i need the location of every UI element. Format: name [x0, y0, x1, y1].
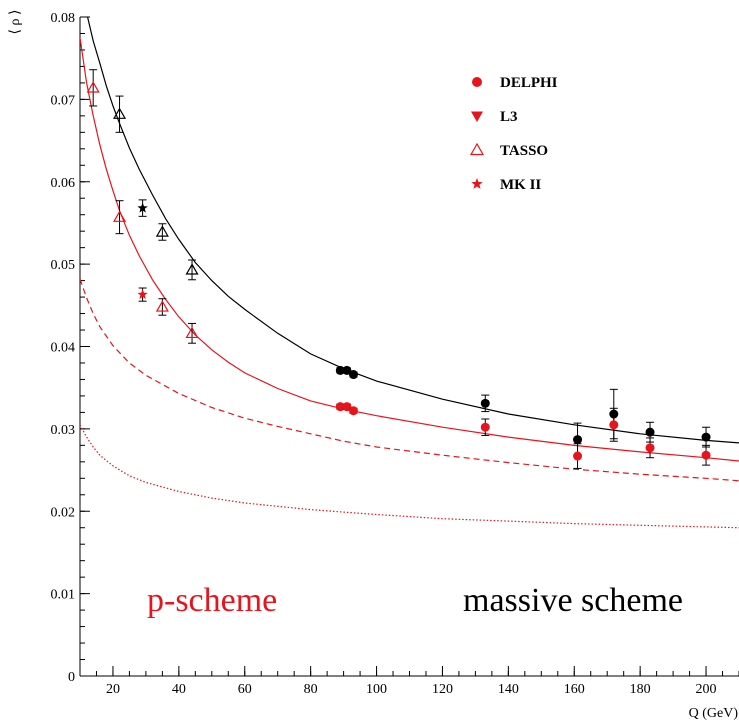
x-tick-label: 200: [696, 682, 717, 697]
filled-circle-marker: [480, 398, 490, 408]
star-marker: [137, 289, 148, 300]
filled-circle-marker: [645, 427, 655, 437]
fit-curves: [80, 17, 739, 529]
x-tick-label: 20: [106, 682, 120, 697]
axes: 0 0.01 0.02 0.03 0.04 0.05 0.06 0.07 0.08 20 40 60 8…: [51, 11, 739, 697]
y-axis-label: ⟨ ρ ⟩: [8, 10, 23, 35]
y-tick-label: 0.04: [51, 341, 76, 356]
filled-circle-marker: [701, 432, 711, 442]
fit-curve-dotted: [80, 424, 739, 529]
x-tick-label: 80: [304, 682, 318, 697]
star-marker: [137, 202, 148, 213]
y-tick-label: 0.02: [51, 505, 76, 520]
x-tick-label: 160: [564, 682, 585, 697]
p-scheme-annotation: p-scheme: [147, 582, 277, 619]
fit-curve-solid: [80, 37, 739, 462]
x-tick-label: 60: [238, 682, 252, 697]
y-tick-label: 0.01: [51, 588, 76, 603]
filled-circle-marker: [645, 443, 655, 453]
filled-circle-marker: [701, 450, 711, 460]
filled-circle-marker: [342, 402, 352, 412]
open-triangle-marker: [185, 326, 199, 339]
y-tick-label: 0.06: [51, 176, 76, 191]
y-tick-label: 0.03: [51, 423, 76, 438]
filled-circle-marker: [573, 435, 583, 445]
filled-circle-marker: [348, 370, 358, 380]
x-tick-label: 180: [630, 682, 651, 697]
star-marker: [471, 178, 483, 189]
x-tick-label: 140: [498, 682, 519, 697]
legend-label: DELPHI: [500, 75, 558, 91]
filled-circle-marker: [573, 451, 583, 461]
data-points: [86, 69, 711, 469]
filled-triangle-marker: [471, 111, 483, 122]
x-axis-label: Q (GeV): [689, 706, 739, 720]
open-triangle-marker: [469, 142, 485, 156]
open-triangle-marker: [185, 263, 199, 275]
open-triangle-marker: [86, 81, 100, 93]
x-tick-label: 100: [366, 682, 387, 697]
legend-label: MK II: [500, 177, 541, 193]
y-tick-label: 0.07: [51, 93, 76, 108]
filled-circle-marker: [480, 422, 490, 432]
open-triangle-marker: [155, 225, 169, 237]
legend-label: TASSO: [500, 143, 548, 159]
y-tick-label: 0.08: [51, 11, 76, 26]
filled-circle-marker: [335, 402, 345, 412]
y-tick-label: 0.05: [51, 258, 76, 273]
filled-circle-marker: [348, 406, 358, 416]
x-tick-label: 120: [432, 682, 453, 697]
filled-circle-marker: [609, 420, 619, 430]
fit-curve-dashed: [80, 278, 739, 482]
x-tick-label: 40: [172, 682, 186, 697]
open-triangle-marker: [113, 210, 127, 222]
open-triangle-marker: [155, 300, 169, 312]
legend: DELPHI L3 TASSO MK II: [469, 75, 558, 193]
legend-label: L3: [500, 109, 518, 125]
fit-curve-solid: [86, 17, 739, 444]
filled-circle-marker: [335, 365, 345, 375]
open-triangle-marker: [113, 107, 127, 119]
filled-circle-marker: [342, 365, 352, 375]
massive-scheme-annotation: massive scheme: [463, 582, 683, 619]
y-tick-label: 0: [68, 670, 75, 685]
filled-circle-marker: [472, 77, 482, 87]
labels: ⟨ ρ ⟩ Q (GeV) p-scheme massive scheme: [8, 10, 738, 720]
